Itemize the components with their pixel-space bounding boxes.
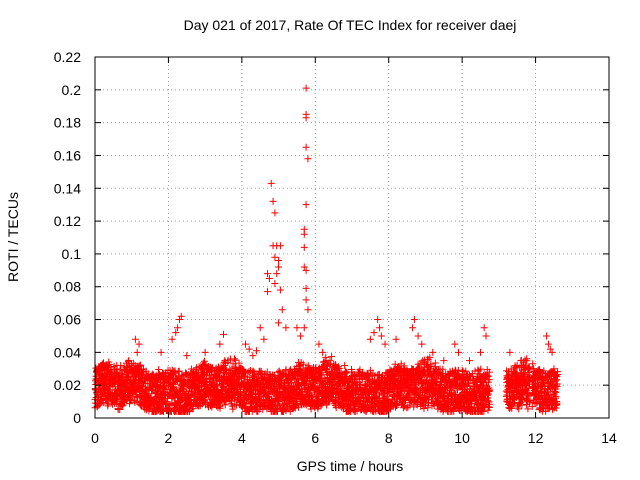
grid-lines [95,57,609,418]
y-tick-label: 0.12 [54,213,81,229]
data-point [229,405,237,413]
data-point [129,392,137,400]
data-point [179,385,187,393]
data-point [189,405,197,413]
x-tick-label: 10 [454,430,470,446]
data-point [271,371,279,379]
data-point [165,401,173,409]
data-point [96,365,104,373]
data-point [102,362,110,370]
data-point [175,367,183,375]
x-tick-label: 8 [385,430,393,446]
data-points [91,84,562,415]
data-point [104,361,112,369]
data-point [292,402,300,410]
y-tick-label: 0.04 [54,344,81,360]
data-point [201,357,209,365]
x-tick-label: 0 [91,430,99,446]
y-tick-label: 0.16 [54,147,81,163]
data-point [208,371,216,379]
data-point [220,384,228,392]
data-point [232,356,240,364]
data-point [118,402,126,410]
y-tick-label: 0.14 [54,180,81,196]
y-tick-label: 0.18 [54,115,81,131]
data-point [202,399,210,407]
data-point [242,388,250,396]
x-tick-label: 14 [601,430,617,446]
data-point [256,393,264,401]
y-tick-label: 0.02 [54,377,81,393]
data-point [155,366,163,374]
y-tick-label: 0.1 [62,246,82,262]
y-tick-label: 0.22 [54,49,81,65]
y-tick-label: 0.06 [54,312,81,328]
data-point [231,395,239,403]
y-tick-label: 0 [73,410,81,426]
data-point [266,380,274,388]
data-point [221,401,229,409]
data-point [136,361,144,369]
data-point [275,397,283,405]
y-tick-label: 0.2 [62,82,82,98]
x-tick-label: 2 [165,430,173,446]
data-point [116,406,124,414]
x-tick-label: 6 [311,430,319,446]
chart-title: Day 021 of 2017, Rate Of TEC Index for r… [184,17,517,33]
data-point [158,390,166,398]
y-axis-label: ROTI / TECUs [5,192,21,282]
y-tick-label: 0.08 [54,279,81,295]
data-point [104,400,112,408]
x-axis-label: GPS time / hours [297,458,404,474]
data-point [235,359,243,367]
x-tick-label: 12 [528,430,544,446]
data-point [226,397,234,405]
x-tick-label: 4 [238,430,246,446]
data-point [170,378,178,386]
data-point [171,369,179,377]
